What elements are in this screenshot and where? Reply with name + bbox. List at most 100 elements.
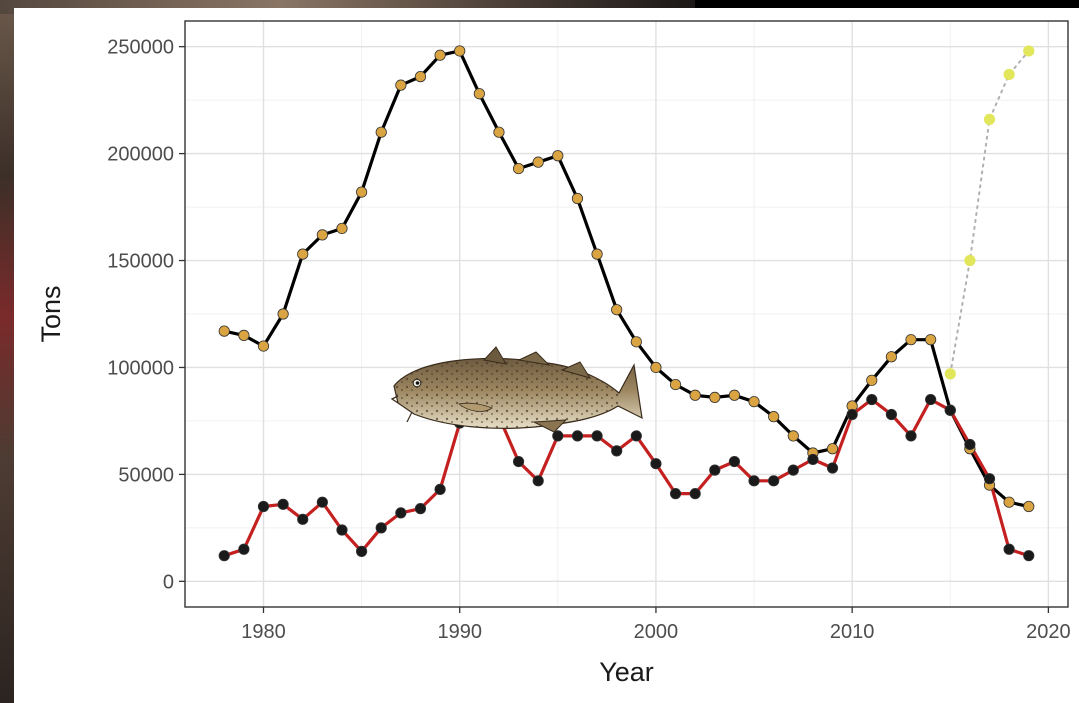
x-tick-label: 2020 [1026,621,1071,643]
series-1-point [355,186,368,198]
series-2-point [355,545,368,557]
series-2-point [1003,543,1015,555]
chart-panel: 1980 1990 2000 2010 2020 0 50000 100000 150000 20… [14,8,1079,703]
x-axis-title: Year [599,657,654,687]
series-3-point [983,113,996,125]
series-2-point [944,404,956,416]
series-1-point [434,49,446,61]
series-2-point [434,483,446,495]
series-1-point [532,156,544,168]
y-tick-label: 150000 [107,251,174,273]
series-2-point [709,464,721,476]
y-tick-label: 250000 [107,37,174,59]
series-1-point [925,334,937,346]
series-2-point [866,393,878,406]
x-tick-label: 1990 [437,621,482,643]
series-1-point [591,248,603,260]
series-1-point [395,79,407,91]
series-2-point [375,522,387,534]
series-1-point [571,192,584,205]
series-2-point [807,453,819,466]
series-1-point [905,334,917,346]
series-2-point [964,438,976,451]
background-black-band [695,0,1079,10]
series-1-point [630,336,642,348]
series-2-point [591,430,603,442]
series-2-point [669,488,682,500]
series-1-point [689,389,701,401]
y-tick-label: 100000 [107,357,174,379]
series-points [218,45,1035,562]
x-tick-label: 2010 [830,621,875,643]
series-2-point [983,473,996,485]
series-1-point [866,374,878,386]
series-2-point [1023,550,1035,562]
series-2-point [395,507,407,519]
axis-ticks: 1980 1990 2000 2010 2020 0 50000 100000 150000 20… [107,37,1070,643]
series-2-point [218,550,230,562]
series-2-point [826,462,839,474]
series-2-point [238,543,250,555]
cod-fish-illustration [390,346,643,433]
line-chart: 1980 1990 2000 2010 2020 0 50000 100000 150000 20… [36,20,1071,687]
x-tick-label: 2000 [634,621,679,643]
series-2-point [611,445,623,457]
series-2-point [846,408,858,421]
series-2-point [512,455,525,468]
plot-border [184,20,1069,608]
series-2-point [768,475,780,487]
series-2-point [925,393,937,406]
series-1-point [1023,500,1035,513]
series-1-point [297,248,309,260]
series-1-point [218,325,230,337]
y-axis-title: Tons [36,285,66,342]
series-2-point [316,496,328,508]
series-1-point [454,45,466,57]
series-2-point [297,513,309,525]
series-1-point [512,162,525,175]
series-1-point [257,340,270,352]
series-2-point [748,475,760,487]
series-1-point [277,308,289,320]
y-tick-label: 50000 [118,464,174,486]
series-2-point [532,475,544,487]
series-1-point [238,329,250,341]
series-2-point [689,488,701,500]
series-3-point [1003,68,1015,81]
series-2-point [728,455,741,468]
series-2-point [277,498,289,510]
series-1-point [748,396,760,408]
series-1-point [336,222,348,235]
series-2-point [571,430,584,442]
series-1-point [375,126,387,138]
series-2-point [414,503,427,515]
series-1-point [611,304,623,316]
series-1-point [768,411,780,423]
series-1-point [669,378,682,391]
series-1-point [826,443,839,455]
series-2-point [552,430,564,442]
y-tick-label: 200000 [107,144,174,166]
series-1-point [493,126,505,138]
series-2-point [905,430,917,442]
series-1-point [709,391,721,404]
series-2-point [630,430,642,442]
series-2-point [787,464,799,476]
series-1-point [414,71,427,83]
series-1-point [316,229,328,241]
grid-major [185,21,1068,607]
series-1-point [473,88,485,100]
series-1-point [552,150,564,162]
series-2-point [257,500,270,513]
series-1-point [728,389,741,401]
series-3-point [1023,45,1035,57]
series-3-point [944,368,956,380]
x-tick-label: 1980 [241,621,286,643]
series-1-point [1003,496,1015,508]
series-2-point [336,524,348,536]
series-2-point [650,458,662,470]
series-1-point [885,351,898,363]
y-tick-label: 0 [163,571,174,593]
series-1-point [787,430,799,442]
series-3-point [964,254,976,267]
